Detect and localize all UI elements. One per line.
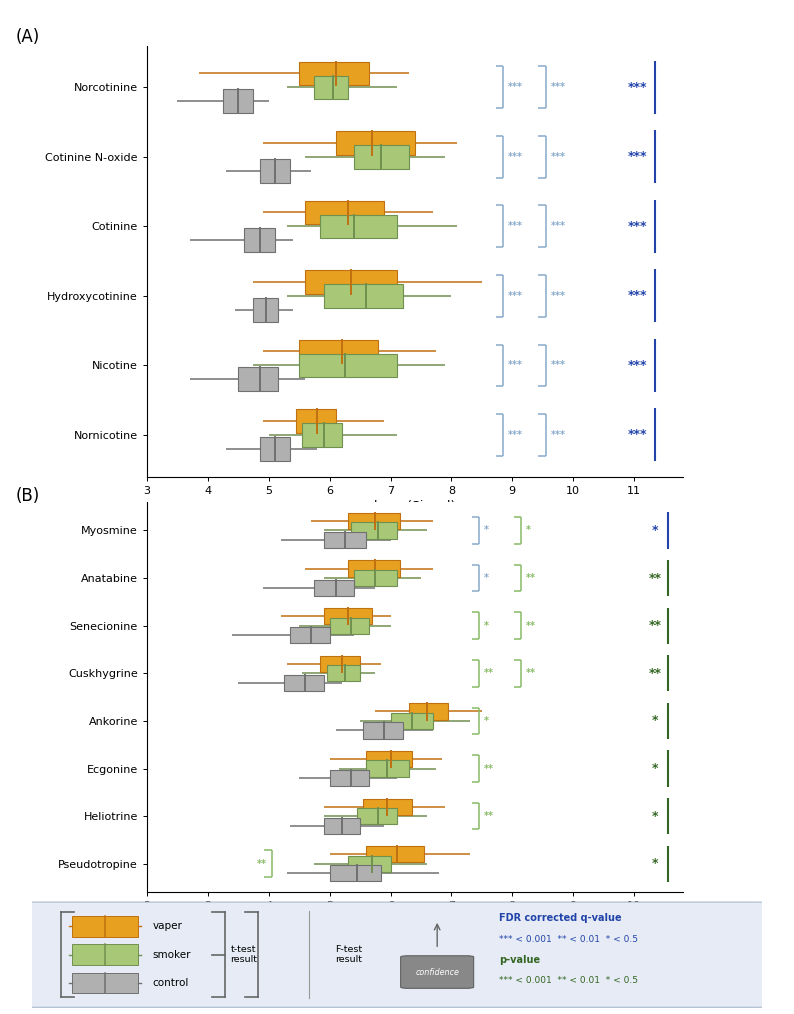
Bar — [299, 340, 378, 363]
Text: ***: *** — [627, 220, 647, 233]
Text: **: ** — [649, 667, 662, 679]
Text: ***: *** — [551, 430, 565, 440]
Bar — [323, 532, 366, 549]
Text: *: * — [526, 525, 531, 535]
Bar — [223, 89, 253, 113]
Bar — [284, 674, 323, 691]
Text: vaper: vaper — [152, 922, 182, 932]
Bar — [330, 770, 369, 786]
Text: ***: *** — [508, 221, 523, 231]
Bar — [305, 201, 384, 224]
Bar — [245, 228, 275, 252]
Text: *: * — [484, 621, 488, 631]
Text: ***: *** — [627, 428, 647, 441]
Text: ***: *** — [551, 82, 565, 92]
Bar — [348, 513, 399, 529]
Bar — [336, 131, 415, 155]
Bar — [321, 215, 396, 238]
Bar — [321, 656, 360, 672]
Text: ***: *** — [508, 82, 523, 92]
Text: *: * — [652, 763, 659, 775]
Text: **: ** — [484, 764, 494, 774]
Text: ***: *** — [551, 152, 565, 162]
Text: ***: *** — [551, 221, 565, 231]
Text: *: * — [484, 716, 488, 726]
Bar — [72, 944, 137, 965]
Text: *: * — [652, 857, 659, 870]
Bar — [296, 410, 336, 433]
Bar — [314, 75, 348, 99]
Bar — [290, 627, 330, 643]
Bar — [348, 856, 391, 872]
Text: ***: *** — [627, 150, 647, 163]
FancyBboxPatch shape — [401, 956, 474, 989]
Text: ***: *** — [627, 289, 647, 302]
Bar — [363, 799, 412, 814]
Bar — [348, 561, 399, 577]
Bar — [354, 570, 396, 586]
Text: **: ** — [484, 811, 494, 821]
Bar — [366, 846, 424, 862]
Text: **: ** — [526, 573, 536, 583]
Bar — [354, 145, 409, 168]
Text: ***: *** — [508, 152, 523, 162]
Text: *: * — [652, 809, 659, 822]
Text: **: ** — [484, 668, 494, 678]
Bar — [314, 580, 354, 595]
Text: (B): (B) — [16, 487, 40, 505]
Text: FDR corrected q-value: FDR corrected q-value — [499, 914, 622, 924]
Text: ***: *** — [627, 81, 647, 94]
Text: **: ** — [526, 668, 536, 678]
Text: *** < 0.001  ** < 0.01  * < 0.5: *** < 0.001 ** < 0.01 * < 0.5 — [499, 935, 638, 944]
Text: confidence: confidence — [415, 967, 459, 976]
Text: **: ** — [649, 572, 662, 585]
Bar — [299, 62, 369, 85]
Text: *: * — [652, 524, 659, 537]
Bar — [351, 522, 396, 538]
Bar — [326, 665, 360, 681]
Text: F-test
result: F-test result — [335, 945, 362, 964]
Text: control: control — [152, 977, 189, 988]
Bar — [366, 751, 412, 768]
Bar — [323, 284, 403, 307]
Bar — [305, 270, 396, 294]
Text: **: ** — [649, 620, 662, 632]
Text: *: * — [484, 573, 488, 583]
Bar — [330, 618, 369, 634]
Bar — [323, 817, 360, 834]
Text: *** < 0.001  ** < 0.01  * < 0.5: *** < 0.001 ** < 0.01 * < 0.5 — [499, 976, 638, 986]
Text: ***: *** — [508, 430, 523, 440]
Text: *: * — [484, 525, 488, 535]
Text: ***: *** — [508, 291, 523, 301]
Bar — [253, 298, 278, 321]
Text: ***: *** — [551, 291, 565, 301]
Bar — [330, 865, 381, 881]
Text: t-test
result: t-test result — [230, 945, 257, 964]
Bar — [391, 713, 434, 729]
Bar — [357, 808, 396, 824]
Text: p-value: p-value — [499, 955, 541, 964]
Bar — [72, 917, 137, 937]
Text: ***: *** — [551, 360, 565, 370]
Bar — [366, 760, 409, 777]
Text: *: * — [652, 715, 659, 727]
Bar — [299, 354, 396, 377]
Bar — [260, 437, 290, 460]
Bar — [409, 704, 449, 720]
Bar — [238, 367, 278, 391]
Text: (A): (A) — [16, 28, 40, 47]
X-axis label: log₁₀ (Signal): log₁₀ (Signal) — [374, 916, 456, 929]
Bar — [72, 972, 137, 993]
FancyBboxPatch shape — [25, 902, 768, 1007]
Bar — [303, 423, 341, 447]
Bar — [323, 608, 372, 625]
Text: ***: *** — [508, 360, 523, 370]
Text: ***: *** — [627, 359, 647, 372]
Text: smoker: smoker — [152, 950, 191, 959]
X-axis label: log₁₀ (Signal): log₁₀ (Signal) — [374, 500, 456, 513]
Text: **: ** — [526, 621, 536, 631]
Text: **: ** — [257, 859, 267, 869]
Bar — [260, 159, 290, 183]
Bar — [363, 722, 403, 738]
